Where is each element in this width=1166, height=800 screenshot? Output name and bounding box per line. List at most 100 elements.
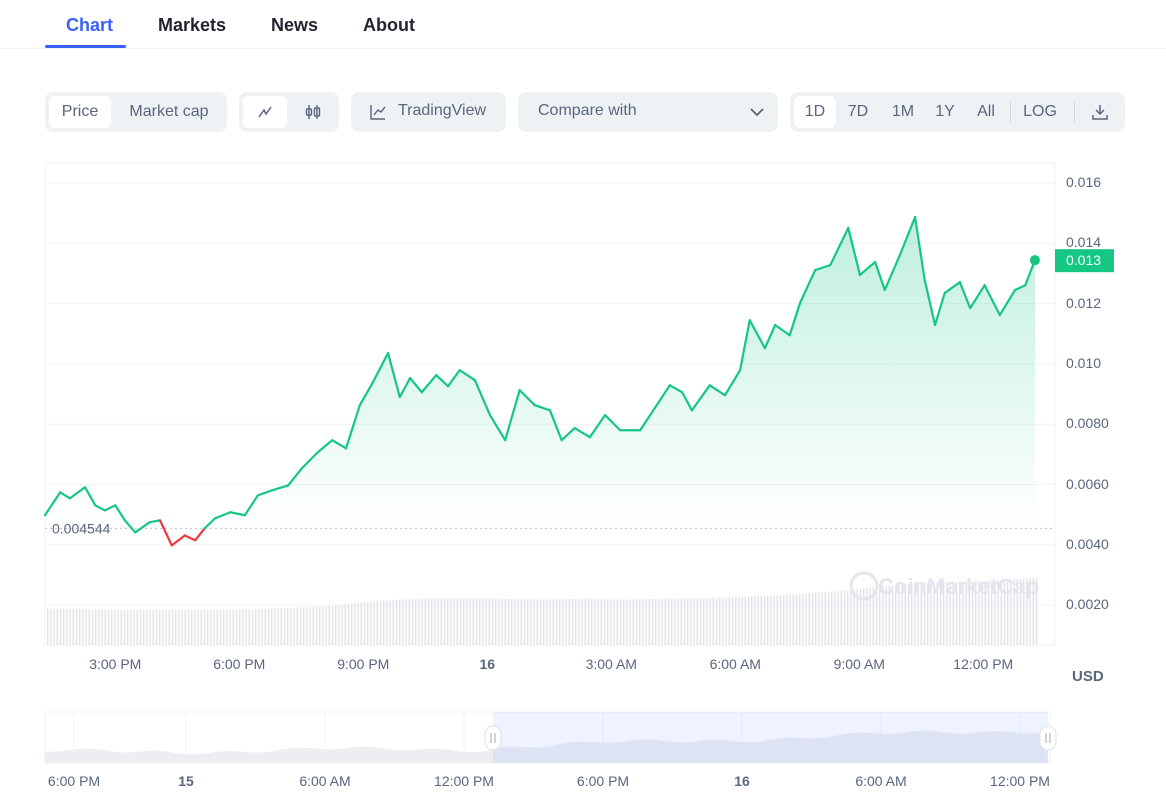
price-line-segment [271,484,290,492]
price-line-segment [983,284,1001,317]
volume-bar [763,595,766,645]
volume-bar [111,609,113,645]
range-all[interactable]: All [977,103,995,120]
volume-bar [184,610,186,645]
volume-bar [277,608,279,645]
volume-bar [447,598,449,645]
volume-bar [546,599,548,645]
volume-bar [299,607,302,645]
volume-bar [456,598,458,645]
volume-bar [488,598,490,645]
download-button[interactable] [1084,96,1116,128]
x-tick-label: 9:00 AM [833,656,885,672]
volume-bar [370,601,372,645]
volume-bar [671,598,673,645]
volume-bar [290,607,292,645]
volume-bar [920,583,922,645]
range-1d[interactable]: 1D [794,96,836,128]
tab-markets[interactable]: Markets [158,15,227,35]
volume-bar [1013,579,1015,645]
tradingview-button[interactable]: TradingView [351,92,506,132]
volume-bar [943,582,945,645]
price-line-segment [883,253,902,292]
price-line-segment [763,323,777,350]
volume-bar [779,595,782,645]
volume-bar [715,597,718,645]
volume-bar [501,598,503,645]
volume-bar [376,600,378,645]
volume-bar [159,610,161,645]
volume-bar [543,599,545,645]
volume-bar [690,598,692,645]
volume-bar [872,587,874,645]
volume-bar [731,597,734,645]
volume-bar [975,581,977,645]
tab-chart[interactable]: Chart [66,15,114,35]
line-chart-button[interactable] [243,96,287,128]
volume-bar [155,610,158,645]
log-scale-button[interactable]: LOG [1023,103,1057,120]
volume-bar [309,607,311,645]
range-7d[interactable]: 7D [847,103,869,120]
range-1m[interactable]: 1M [891,103,915,120]
volume-bar [581,598,583,645]
volume-bar [328,606,330,645]
x-tick-label: 9:00 PM [337,656,390,672]
volume-bar [709,597,711,645]
price-line-segment [386,351,401,399]
volume-bar [175,610,177,645]
volume-bar [255,609,257,645]
volume-bar [549,599,551,645]
volume-bar [79,609,81,645]
volume-bar [187,610,190,645]
navigator-left-handle[interactable] [484,725,502,751]
volume-bar [603,599,606,645]
volume-bar [1010,579,1012,645]
volume-bar [213,609,215,645]
coinmarketcap-logo-icon [849,571,879,601]
price-line-segment [134,521,151,534]
line-chart-icon [258,106,272,118]
range-navigator[interactable] [44,711,1057,764]
range-1y[interactable]: 1Y [935,103,955,120]
volume-bar [533,599,535,645]
volume-bar [834,591,836,645]
volume-bar [408,599,410,645]
tab-about[interactable]: About [363,15,415,35]
volume-bar [242,609,244,645]
volume-bar [847,590,849,645]
price-line-segment [203,517,217,530]
volume-bar [1016,579,1018,645]
price-button[interactable]: Price [49,96,111,128]
y-tick-label: 0.0020 [1066,596,1109,613]
navigator-right-handle[interactable] [1039,725,1057,751]
price-line-segment [183,534,197,542]
volume-bar [597,599,599,645]
volume-bar [415,598,417,645]
price-line-segment [518,389,536,407]
volume-bar [226,609,228,645]
volume-bar [127,609,129,645]
navigator-selection[interactable] [493,712,1048,763]
volume-bar [619,599,622,645]
candlestick-button[interactable] [291,96,335,128]
market-cap-button[interactable]: Market cap [129,103,209,120]
price-line-segment [229,511,246,517]
price-line-segment [969,284,986,310]
volume-bar [133,610,135,645]
navigator-tick-label: 6:00 PM [47,773,101,789]
volume-bar [101,609,103,645]
volume-bar [354,603,356,645]
price-line-segment [560,427,576,442]
trading-view-icon [370,105,386,120]
volume-bar [191,610,193,645]
compare-with-dropdown[interactable]: Compare with [518,92,778,132]
volume-bar [859,588,862,645]
volume-bar [719,597,721,645]
tab-news[interactable]: News [271,15,319,35]
volume-bar [757,596,759,645]
volume-bar [325,606,327,645]
volume-bar [200,610,202,645]
volume-bar [984,580,986,645]
